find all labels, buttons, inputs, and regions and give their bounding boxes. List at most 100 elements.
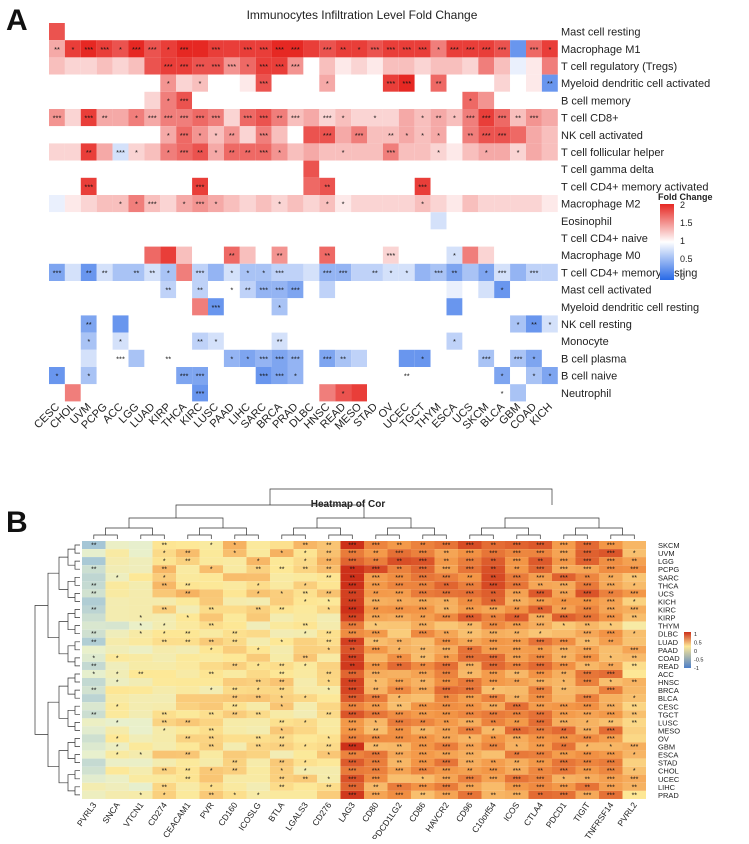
a-cell-t-cell-cd4-naive-lihc — [239, 229, 256, 247]
b-cell-ucs-icoslg — [246, 589, 270, 598]
a-cell-nk-cell-activated-tgct — [414, 126, 431, 144]
b-cell-ov-cd160 — [223, 734, 247, 743]
a-cell-mast-cell-activated-gbm — [510, 281, 526, 299]
b-cell-esca-lag3 — [340, 750, 364, 759]
b-star-prad-c10orf54: ** — [491, 792, 497, 799]
a-star-b-cell-memory-ucs: * — [469, 96, 472, 105]
a-cell-macrophage-m1-ucec — [398, 40, 415, 58]
b-row-label-lgg: LGG — [658, 557, 674, 566]
a-cell-myeloid-dendritic-cell-resting-prad — [287, 298, 304, 316]
a-cell-neutrophil-prad — [287, 384, 304, 402]
b-cell-skcm-cd86 — [411, 541, 435, 550]
b-star-thca-ceacam1: ** — [185, 583, 191, 590]
b-cell-kirp-pdcd1lg2 — [387, 613, 411, 622]
b-star-brca-lag3: *** — [348, 688, 356, 695]
a-row-label-t-cell-regulatory-tregs: T cell regulatory (Tregs) — [561, 61, 677, 73]
a-cell-myeloid-dendritic-cell-resting-thym — [430, 298, 447, 316]
b-cell-thym-cd86 — [411, 621, 435, 630]
b-star-lusc-lag3: *** — [348, 720, 356, 727]
b-cell-uvm-cd274 — [152, 549, 176, 558]
a-cell-neutrophil-skcm — [478, 384, 495, 402]
a-star-t-cell-cd4-memory-resting-uvm: ** — [86, 268, 92, 277]
b-cell-hnsc-lag3 — [340, 678, 364, 687]
b-cell-ucec-snca — [105, 774, 129, 783]
a-cell-neutrophil-dlbc — [303, 384, 320, 402]
b-cell-meso-pdcd1 — [552, 726, 576, 735]
b-col-label-lgals3: LGALS3 — [283, 800, 310, 832]
b-star-tgct-cd86: *** — [419, 712, 427, 719]
b-cell-thca-vtcn1 — [129, 581, 153, 590]
b-cell-tgct-ceacam1 — [176, 710, 200, 719]
a-cell-macrophage-m1-read — [335, 40, 352, 58]
a-row-label-b-cell-naive: B cell naive — [561, 371, 617, 383]
b-cell-kich-icos — [505, 597, 529, 606]
b-cell-ucs-snca — [105, 589, 129, 598]
b-cell-dlbc-cd274 — [152, 629, 176, 638]
b-cell-lihc-pvr — [199, 782, 223, 791]
b-star-kirp-pdcd1: *** — [560, 615, 568, 622]
legend-title: Fold Change — [658, 192, 713, 202]
b-cell-brca-ceacam1 — [176, 686, 200, 695]
b-star-thca-cd86: *** — [419, 583, 427, 590]
b-star-ov-cd86: *** — [419, 736, 427, 743]
a-cell-mast-cell-resting-paad — [223, 23, 240, 41]
b-cell-cesc-vtcn1 — [129, 702, 153, 711]
b-cell-tgct-lag3 — [340, 710, 364, 719]
b-cell-blca-cd274 — [152, 694, 176, 703]
a-star-t-cell-cd4-memory-resting-kirc: *** — [196, 268, 205, 277]
b-cell-meso-icoslg — [246, 726, 270, 735]
a-cell-t-cell-cd4-memory-resting-brca — [271, 263, 288, 281]
a-cell-myeloid-dendritic-cell-activated-meso — [351, 74, 367, 92]
b-star-tgct-cd160: ** — [232, 712, 238, 719]
b-cell-lihc-lgals3 — [293, 782, 317, 791]
b-star-paad-cd96: ** — [467, 647, 473, 654]
a-cell-b-cell-memory-luad — [144, 91, 161, 109]
b-cell-cesc-tnfrsf14 — [599, 702, 623, 711]
a-cell-b-cell-memory-kirc — [192, 91, 208, 109]
b-cell-dlbc-icoslg — [246, 629, 270, 638]
a-cell-t-cell-cd4-memory-resting-meso — [351, 263, 367, 281]
b-cell-thym-cd276 — [317, 621, 341, 630]
a-cell-macrophage-m0-thca — [176, 246, 193, 264]
a-cell-macrophage-m1-lihc — [239, 40, 256, 58]
b-cell-luad-pdcd1 — [552, 637, 576, 646]
b-cell-chol-icoslg — [246, 766, 270, 775]
a-cell-macrophage-m2-kich — [541, 195, 558, 213]
b-cell-skcm-pdcd1lg2 — [387, 541, 411, 550]
b-star-luad-ceacam1: ** — [185, 639, 191, 646]
b-cell-thym-cd96 — [458, 621, 482, 630]
b-cell-blca-snca — [105, 694, 129, 703]
b-cell-pcpg-snca — [105, 565, 129, 574]
b-cell-esca-icoslg — [246, 750, 270, 759]
b-cell-kirc-ceacam1 — [176, 605, 200, 614]
b-cell-blca-lgals3 — [293, 694, 317, 703]
b-star-chol-pvr: * — [210, 768, 213, 775]
a-cell-macrophage-m2-read — [335, 195, 352, 213]
b-cell-luad-pdcd1lg2 — [387, 637, 411, 646]
b-cell-lihc-icos — [505, 782, 529, 791]
a-cell-t-cell-follicular-helper-brca — [271, 143, 288, 161]
b-cell-hnsc-pvrl2 — [622, 678, 646, 687]
b-cell-kirp-tnfrsf14 — [599, 613, 623, 622]
b-cell-sarc-tigit — [575, 573, 599, 582]
a-cell-eosinophil-thym — [430, 212, 447, 230]
a-cell-eosinophil-lgg — [128, 212, 145, 230]
b-cell-thca-lgals3 — [293, 581, 317, 590]
b-cell-sarc-snca — [105, 573, 129, 582]
b-star-kirp-cd96: *** — [466, 615, 474, 622]
b-star-tgct-icos: *** — [513, 712, 521, 719]
b-star-brca-icoslg: * — [257, 688, 260, 695]
a-cell-neutrophil-paad — [223, 384, 240, 402]
a-cell-nk-cell-activated-hnsc — [319, 126, 336, 144]
b-cell-coad-tnfrsf14 — [599, 653, 623, 662]
b-cell-cesc-ceacam1 — [176, 702, 200, 711]
a-cell-t-cell-follicular-helper-cesc — [49, 143, 65, 161]
a-cell-mast-cell-activated-blca — [494, 281, 511, 299]
b-cell-thca-icoslg — [246, 581, 270, 590]
b-cell-lusc-c10orf54 — [481, 718, 505, 727]
b-cell-ucec-cd96 — [458, 774, 482, 783]
b-cell-prad-pdcd1lg2 — [387, 790, 411, 799]
b-star-lihc-cd80: ** — [373, 784, 379, 791]
a-cell-mast-cell-resting-read — [335, 23, 352, 41]
a-star-monocyte-esca: * — [453, 337, 456, 346]
